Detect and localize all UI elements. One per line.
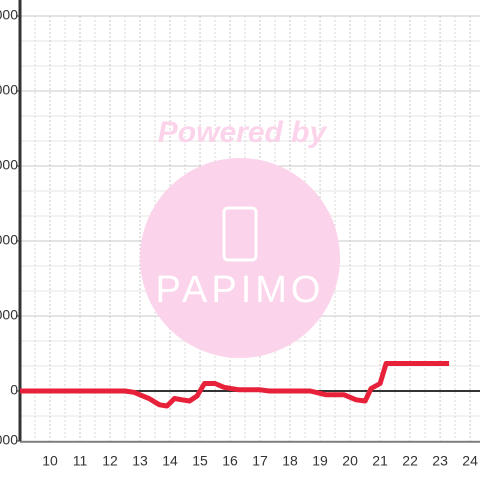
y-tick-label: 60,000 xyxy=(0,232,18,248)
x-tick-label: 15 xyxy=(192,453,208,469)
x-tick-label: 19 xyxy=(312,453,328,469)
x-tick-label: 14 xyxy=(162,453,178,469)
x-tick-label: 21 xyxy=(372,453,388,469)
x-tick-label: 12 xyxy=(102,453,118,469)
x-tick-label: 22 xyxy=(402,453,418,469)
x-tick-label: 16 xyxy=(222,453,238,469)
x-tick-label: 24 xyxy=(462,453,478,469)
x-tick-label: 11 xyxy=(73,453,88,469)
x-tick-label: 17 xyxy=(252,453,268,469)
watermark-logo: PAPIMO xyxy=(156,269,325,311)
x-tick-label: 18 xyxy=(282,453,298,469)
x-tick-label: 23 xyxy=(432,453,448,469)
x-tick-label: 10 xyxy=(42,453,58,469)
y-tick-label: 120,000 xyxy=(0,82,18,98)
y-tick-label: 30,000 xyxy=(0,307,18,323)
watermark: Powered by PAPIMO xyxy=(140,116,340,358)
y-tick-label: -20,000 xyxy=(0,432,18,448)
watermark-text: Powered by xyxy=(158,116,328,149)
watermark-circle xyxy=(140,158,340,358)
y-tick-label: 150,000 xyxy=(0,7,18,23)
x-tick-label: 20 xyxy=(342,453,358,469)
data-line xyxy=(20,361,450,409)
y-tick-label: 0 xyxy=(10,382,18,398)
watermark-icon xyxy=(222,206,258,262)
y-tick-label: 90,000 xyxy=(0,157,18,173)
x-tick-label: 13 xyxy=(132,453,148,469)
